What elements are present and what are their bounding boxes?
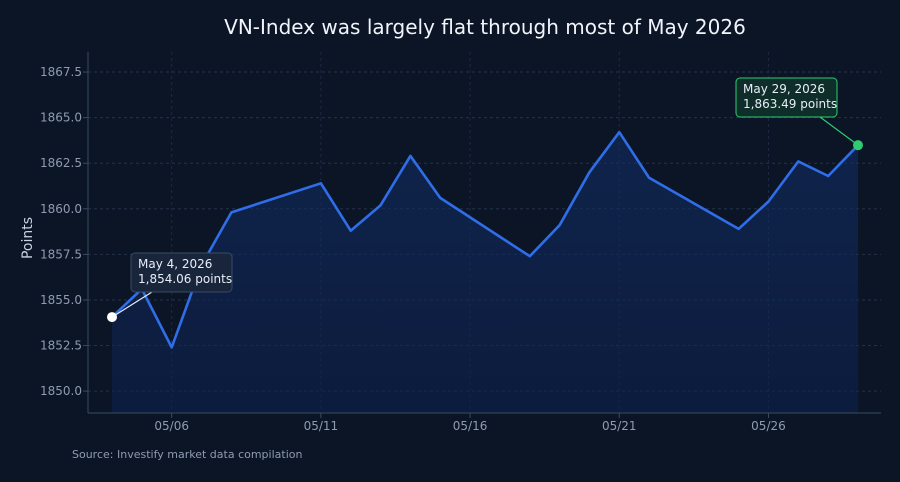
data-point[interactable] [315, 177, 327, 189]
annotation-value: 1,863.49 points [743, 97, 837, 111]
data-point[interactable] [583, 166, 595, 178]
data-point[interactable] [166, 341, 178, 353]
x-tick-label: 05/21 [602, 419, 637, 433]
x-tick-label: 05/16 [453, 419, 488, 433]
data-point[interactable] [434, 192, 446, 204]
x-tick-label: 05/26 [751, 419, 786, 433]
y-tick-label: 1852.5 [40, 339, 82, 353]
chart-title: VN-Index was largely flat through most o… [224, 15, 746, 39]
annotation-value: 1,854.06 points [138, 272, 232, 286]
annotation-date: May 4, 2026 [138, 257, 212, 271]
data-point[interactable] [762, 196, 774, 208]
annotation-box [735, 77, 838, 118]
data-point[interactable] [404, 150, 416, 162]
data-point[interactable] [554, 219, 566, 231]
y-tick-label: 1860.0 [40, 202, 82, 216]
annotation-leader [819, 116, 859, 146]
y-tick-label: 1862.5 [40, 156, 82, 170]
series-area-fill [112, 132, 858, 413]
y-tick-label: 1850.0 [40, 384, 82, 398]
annotation-leader [111, 291, 153, 318]
y-tick-label: 1857.5 [40, 247, 82, 261]
data-point[interactable] [225, 206, 237, 218]
data-point[interactable] [643, 172, 655, 184]
data-point[interactable] [613, 126, 625, 138]
x-tick-label: 05/11 [304, 419, 339, 433]
end-marker[interactable] [853, 140, 863, 151]
start-marker[interactable] [107, 312, 117, 323]
annotation-date: May 29, 2026 [743, 82, 825, 96]
source-note: Source: Investify market data compilatio… [72, 448, 302, 461]
data-point[interactable] [524, 250, 536, 262]
data-point[interactable] [733, 223, 745, 235]
data-point[interactable] [792, 155, 804, 167]
y-tick-label: 1867.5 [40, 65, 82, 79]
y-tick-label: 1865.0 [40, 111, 82, 125]
data-point[interactable] [375, 199, 387, 211]
axes [83, 52, 881, 418]
y-axis-label: Points [20, 217, 36, 259]
y-tick-label: 1855.0 [40, 293, 82, 307]
annotation-box [130, 252, 233, 293]
data-point[interactable] [822, 170, 834, 182]
area-layer [112, 132, 858, 413]
tick-labels: 1850.0 1852.5 1855.0 1857.5 1860.0 1862.5 1865… [40, 65, 786, 433]
x-tick-label: 05/06 [154, 419, 189, 433]
data-point[interactable] [345, 225, 357, 237]
